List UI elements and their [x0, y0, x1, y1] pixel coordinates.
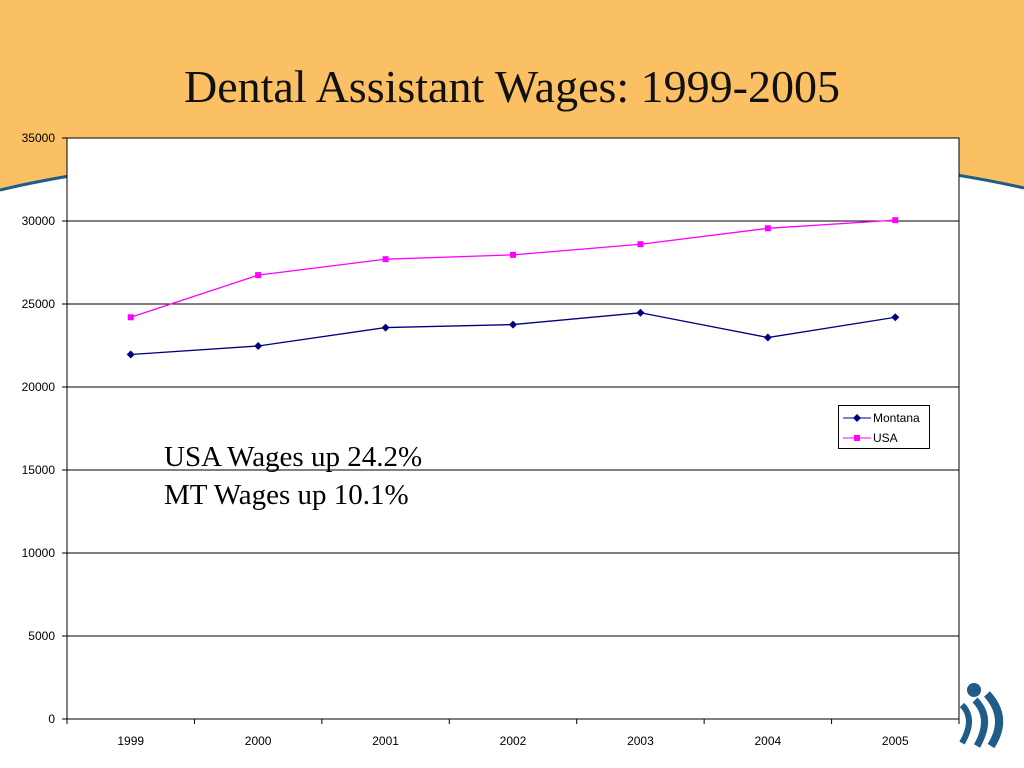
y-tick-label: 15000 — [22, 463, 56, 477]
data-point-montana — [254, 341, 263, 350]
legend-label-usa: USA — [873, 431, 898, 445]
x-tick-label: 2002 — [500, 734, 527, 748]
data-point-usa — [382, 256, 389, 263]
data-point-montana — [891, 313, 900, 322]
data-point-usa — [510, 251, 516, 258]
y-tick-label: 0 — [48, 712, 55, 726]
y-tick-label: 35000 — [22, 131, 56, 145]
x-tick-label: 2000 — [245, 734, 272, 748]
data-point-montana — [126, 350, 135, 359]
data-point-montana — [636, 308, 645, 317]
x-tick-label: 2005 — [882, 734, 909, 748]
wage-change-annotation: USA Wages up 24.2% MT Wages up 10.1% — [164, 438, 422, 514]
y-tick-label: 25000 — [22, 297, 56, 311]
data-point-usa — [764, 225, 771, 232]
legend-item-montana: Montana — [843, 410, 920, 426]
x-tick-label: 2004 — [755, 734, 782, 748]
legend-marker-usa — [843, 435, 871, 441]
data-point-montana — [509, 320, 517, 329]
y-tick-label: 10000 — [22, 546, 56, 560]
slide-title: Dental Assistant Wages: 1999-2005 — [184, 61, 840, 112]
x-tick-label: 2003 — [627, 734, 654, 748]
annotation-usa: USA Wages up 24.2% — [164, 441, 423, 473]
data-point-usa — [892, 217, 899, 224]
logo-icon — [959, 683, 1003, 749]
legend-item-usa: USA — [843, 430, 898, 446]
x-tick-label: 2001 — [372, 734, 399, 748]
data-point-montana — [381, 323, 390, 332]
data-point-usa — [637, 241, 644, 248]
y-tick-label: 30000 — [22, 214, 56, 228]
data-point-usa — [127, 314, 134, 321]
legend-marker-montana — [843, 414, 871, 422]
plot-area — [66, 137, 960, 720]
legend-label-montana: Montana — [873, 411, 920, 425]
y-tick-label: 20000 — [22, 380, 56, 394]
y-tick-label: 5000 — [28, 629, 55, 643]
data-point-montana — [763, 333, 772, 342]
annotation-mt: MT Wages up 10.1% — [164, 479, 409, 511]
data-point-usa — [255, 272, 262, 279]
x-tick-label: 1999 — [117, 734, 144, 748]
chart-legend: Montana USA — [838, 405, 930, 449]
